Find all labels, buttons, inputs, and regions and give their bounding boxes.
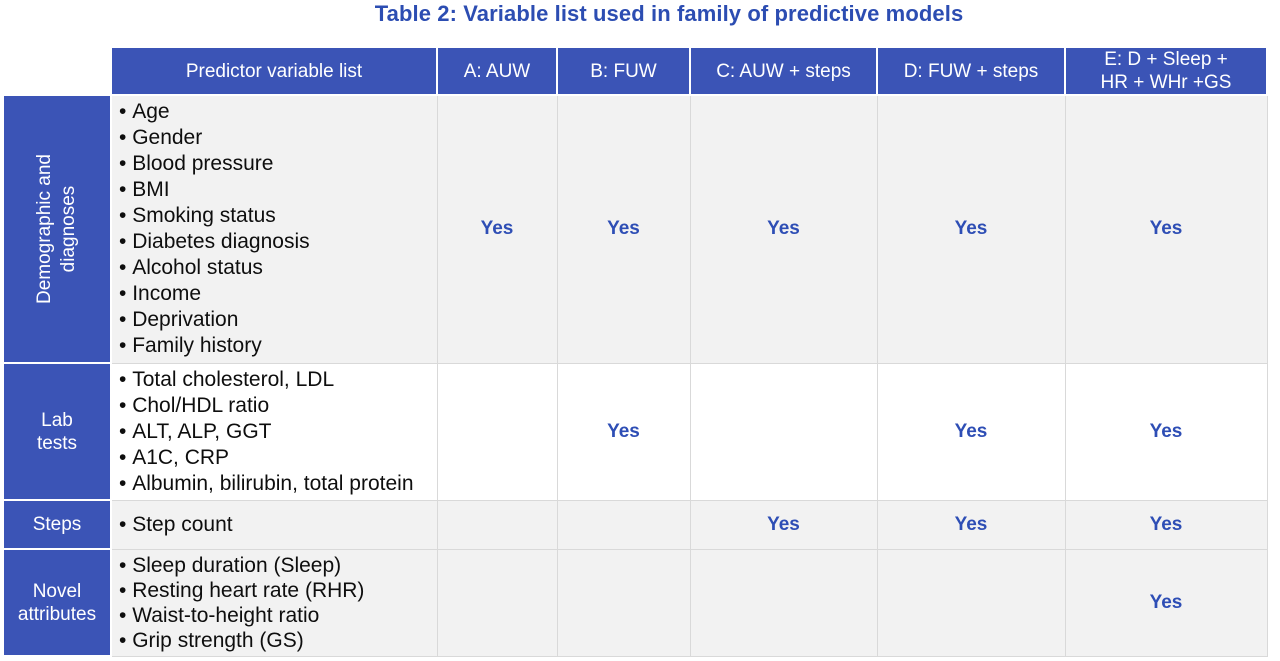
row-group-label-lab-tests: Lab tests [2, 362, 112, 501]
variable-item: BMI [119, 177, 433, 203]
variable-item: Family history [119, 333, 433, 359]
cell-lab-model-c [689, 362, 878, 501]
variable-item: Gender [119, 125, 433, 151]
row-demographic: Demographic and diagnoses Age Gender Blo… [2, 94, 1268, 364]
cell-lab-model-a [436, 362, 558, 501]
cell-novel-model-b [556, 548, 691, 657]
variable-item: Sleep duration (Sleep) [119, 553, 433, 578]
row-group-label-novel-attributes: Novel attributes [2, 548, 112, 657]
row-lab-tests: Lab tests Total cholesterol, LDL Chol/HD… [2, 362, 1268, 501]
variable-item: Diabetes diagnosis [119, 229, 433, 255]
variables-cell-demographic: Age Gender Blood pressure BMI Smoking st… [110, 94, 438, 364]
cell-steps-model-a [436, 499, 558, 550]
column-header-predictor-list: Predictor variable list [110, 46, 438, 96]
cell-demographic-model-d: Yes [876, 94, 1066, 364]
variables-cell-lab-tests: Total cholesterol, LDL Chol/HDL ratio AL… [110, 362, 438, 501]
variable-item: A1C, CRP [119, 445, 433, 471]
cell-lab-model-b: Yes [556, 362, 691, 501]
variables-cell-steps: Step count [110, 499, 438, 550]
cell-demographic-model-c: Yes [689, 94, 878, 364]
variable-item: Chol/HDL ratio [119, 393, 433, 419]
column-header-model-c: C: AUW + steps [689, 46, 878, 96]
cell-steps-model-e: Yes [1064, 499, 1268, 550]
column-header-model-b: B: FUW [556, 46, 691, 96]
cell-demographic-model-b: Yes [556, 94, 691, 364]
cell-steps-model-b [556, 499, 691, 550]
variable-item: Step count [119, 512, 433, 538]
cell-novel-model-d [876, 548, 1066, 657]
variable-item: ALT, ALP, GGT [119, 419, 433, 445]
row-novel-attributes: Novel attributes Sleep duration (Sleep) … [2, 548, 1268, 657]
cell-novel-model-c [689, 548, 878, 657]
row-group-label-steps: Steps [2, 499, 112, 550]
variable-item: Total cholesterol, LDL [119, 367, 433, 393]
variable-item: Deprivation [119, 307, 433, 333]
cell-lab-model-e: Yes [1064, 362, 1268, 501]
variable-item: Blood pressure [119, 151, 433, 177]
corner-cell [2, 46, 112, 96]
variable-item: Income [119, 281, 433, 307]
row-group-label-demographic: Demographic and diagnoses [2, 94, 112, 364]
header-row: Predictor variable list A: AUW B: FUW C:… [2, 46, 1268, 96]
variables-cell-novel-attributes: Sleep duration (Sleep) Resting heart rat… [110, 548, 438, 657]
row-steps: Steps Step count Yes Yes Yes [2, 499, 1268, 550]
variable-item: Albumin, bilirubin, total protein [119, 471, 433, 497]
variable-item: Grip strength (GS) [119, 628, 433, 653]
cell-steps-model-c: Yes [689, 499, 878, 550]
table-title: Table 2: Variable list used in family of… [374, 1, 964, 26]
column-header-model-d: D: FUW + steps [876, 46, 1066, 96]
variable-item: Smoking status [119, 203, 433, 229]
cell-demographic-model-e: Yes [1064, 94, 1268, 364]
variable-item: Resting heart rate (RHR) [119, 578, 433, 603]
column-header-model-a: A: AUW [436, 46, 558, 96]
cell-novel-model-a [436, 548, 558, 657]
cell-steps-model-d: Yes [876, 499, 1066, 550]
cell-demographic-model-a: Yes [436, 94, 558, 364]
variable-item: Alcohol status [119, 255, 433, 281]
predictive-models-table: Predictor variable list A: AUW B: FUW C:… [2, 46, 1268, 657]
cell-novel-model-e: Yes [1064, 548, 1268, 657]
variable-item: Age [119, 99, 433, 125]
variable-item: Waist-to-height ratio [119, 603, 433, 628]
cell-lab-model-d: Yes [876, 362, 1066, 501]
column-header-model-e: E: D + Sleep + HR + WHr +GS [1064, 46, 1268, 96]
